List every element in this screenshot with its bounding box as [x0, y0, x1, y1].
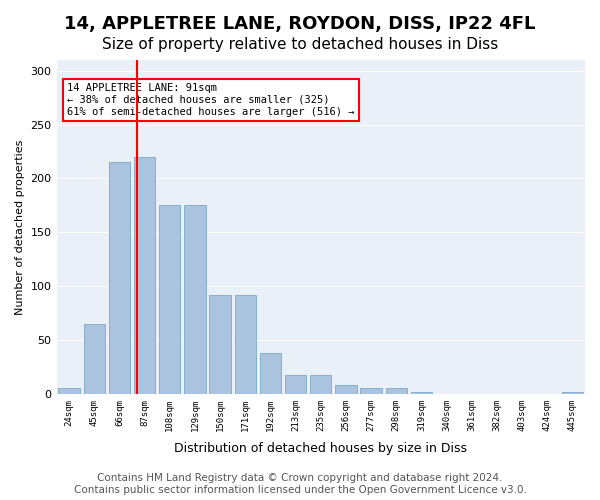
Text: Contains HM Land Registry data © Crown copyright and database right 2024.
Contai: Contains HM Land Registry data © Crown c…: [74, 474, 526, 495]
Bar: [411, 392, 432, 394]
Bar: [58, 388, 80, 394]
Bar: [562, 392, 583, 394]
Text: 14 APPLETREE LANE: 91sqm
← 38% of detached houses are smaller (325)
61% of semi-: 14 APPLETREE LANE: 91sqm ← 38% of detach…: [67, 84, 355, 116]
Bar: [335, 385, 356, 394]
Bar: [285, 376, 307, 394]
Bar: [109, 162, 130, 394]
Bar: [159, 206, 181, 394]
Bar: [235, 294, 256, 394]
Y-axis label: Number of detached properties: Number of detached properties: [15, 139, 25, 314]
X-axis label: Distribution of detached houses by size in Diss: Distribution of detached houses by size …: [174, 442, 467, 455]
Bar: [386, 388, 407, 394]
Bar: [134, 157, 155, 394]
Text: 14, APPLETREE LANE, ROYDON, DISS, IP22 4FL: 14, APPLETREE LANE, ROYDON, DISS, IP22 4…: [64, 15, 536, 33]
Bar: [209, 294, 231, 394]
Bar: [260, 353, 281, 394]
Bar: [310, 376, 331, 394]
Bar: [361, 388, 382, 394]
Text: Size of property relative to detached houses in Diss: Size of property relative to detached ho…: [102, 38, 498, 52]
Bar: [184, 206, 206, 394]
Bar: [83, 324, 105, 394]
